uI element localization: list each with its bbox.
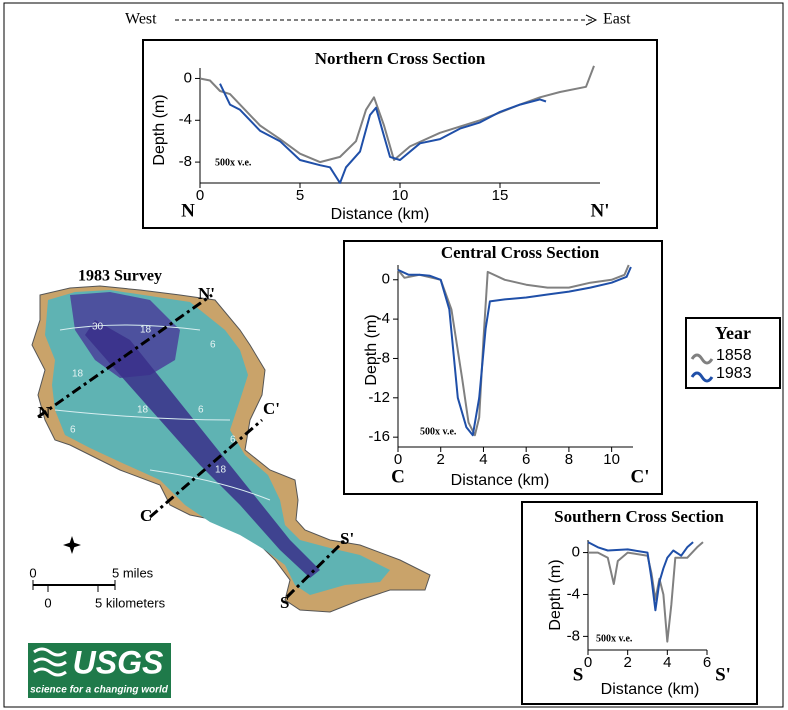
map-title: 1983 Survey bbox=[78, 268, 162, 285]
y-tick-label: -8 bbox=[567, 627, 580, 644]
endpoint-label: C' bbox=[631, 466, 650, 487]
endpoint-label: S bbox=[573, 664, 584, 685]
x-tick-label: 10 bbox=[603, 451, 620, 468]
x-tick-label: 15 bbox=[492, 187, 509, 204]
contour-label: 6 bbox=[198, 405, 204, 416]
y-tick-label: 0 bbox=[184, 69, 192, 86]
x-tick-label: 8 bbox=[565, 451, 573, 468]
endpoint-label: C bbox=[391, 466, 405, 487]
y-tick-label: -8 bbox=[179, 153, 192, 170]
west-label: West bbox=[125, 11, 157, 28]
logo-name: USGS bbox=[73, 644, 164, 680]
y-tick-label: -4 bbox=[179, 111, 192, 128]
transect-label: S bbox=[280, 593, 289, 612]
exaggeration-note: 500x v.e. bbox=[420, 426, 457, 437]
endpoint-label: S' bbox=[715, 664, 731, 685]
scale-label: 5 miles bbox=[112, 565, 154, 580]
contour-label: 18 bbox=[215, 465, 227, 476]
contour-label: 18 bbox=[72, 369, 84, 380]
y-axis-label: Depth (m) bbox=[151, 94, 168, 165]
y-axis-label: Depth (m) bbox=[363, 314, 380, 385]
x-tick-label: 4 bbox=[479, 451, 487, 468]
north-arrow bbox=[63, 536, 81, 554]
transect-label: C' bbox=[263, 399, 280, 418]
transect-label: N' bbox=[198, 284, 215, 303]
y-tick-label: -12 bbox=[368, 389, 390, 406]
endpoint-label: N bbox=[181, 200, 195, 221]
y-axis-label: Depth (m) bbox=[547, 559, 564, 630]
contour-label: 30 bbox=[92, 322, 104, 333]
chart-title: Southern Cross Section bbox=[554, 507, 724, 526]
legend-title: Year bbox=[715, 323, 751, 343]
y-tick-label: 0 bbox=[382, 271, 390, 288]
scale-bar: 0 5 miles 0 5 kilometers bbox=[29, 565, 165, 610]
exaggeration-note: 500x v.e. bbox=[596, 633, 633, 644]
transect-label: S' bbox=[340, 529, 354, 548]
x-tick-label: 0 bbox=[584, 654, 592, 671]
x-axis-label: Distance (km) bbox=[601, 681, 700, 698]
contour-label: 18 bbox=[140, 325, 152, 336]
transect-label: N bbox=[38, 403, 51, 422]
y-tick-label: -16 bbox=[368, 428, 390, 445]
exaggeration-note: 500x v.e. bbox=[215, 157, 252, 168]
header: West East bbox=[125, 11, 631, 28]
compass bbox=[63, 536, 81, 554]
x-axis-label: Distance (km) bbox=[451, 472, 550, 489]
x-tick-label: 6 bbox=[703, 654, 711, 671]
east-label: East bbox=[603, 11, 631, 28]
x-tick-label: 2 bbox=[437, 451, 445, 468]
scale-label: 0 bbox=[44, 595, 51, 610]
contour-label: 18 bbox=[137, 405, 149, 416]
contour-label: 6 bbox=[230, 435, 236, 446]
x-axis-label: Distance (km) bbox=[331, 206, 430, 223]
transect-label: C bbox=[140, 506, 152, 525]
contour-label: 6 bbox=[70, 425, 76, 436]
logo-tagline: science for a changing world bbox=[30, 685, 169, 696]
scale-label: 5 kilometers bbox=[95, 595, 166, 610]
usgs-logo: USGS science for a changing world bbox=[28, 643, 171, 698]
scale-label: 0 bbox=[29, 565, 36, 580]
x-tick-label: 2 bbox=[623, 654, 631, 671]
x-tick-label: 10 bbox=[392, 187, 409, 204]
chart-title: Central Cross Section bbox=[441, 243, 600, 262]
figure: West East Northern Cross Section0-4-8051… bbox=[0, 0, 788, 710]
legend-label: 1983 bbox=[716, 365, 752, 382]
y-tick-label: 0 bbox=[572, 544, 580, 561]
x-tick-label: 6 bbox=[522, 451, 530, 468]
contour-label: 6 bbox=[210, 340, 216, 351]
y-tick-label: -4 bbox=[567, 585, 580, 602]
x-tick-label: 4 bbox=[663, 654, 671, 671]
endpoint-label: N' bbox=[591, 200, 610, 221]
x-tick-label: 0 bbox=[196, 187, 204, 204]
x-tick-label: 5 bbox=[296, 187, 304, 204]
chart-title: Northern Cross Section bbox=[315, 49, 486, 68]
legend-label: 1858 bbox=[716, 347, 752, 364]
